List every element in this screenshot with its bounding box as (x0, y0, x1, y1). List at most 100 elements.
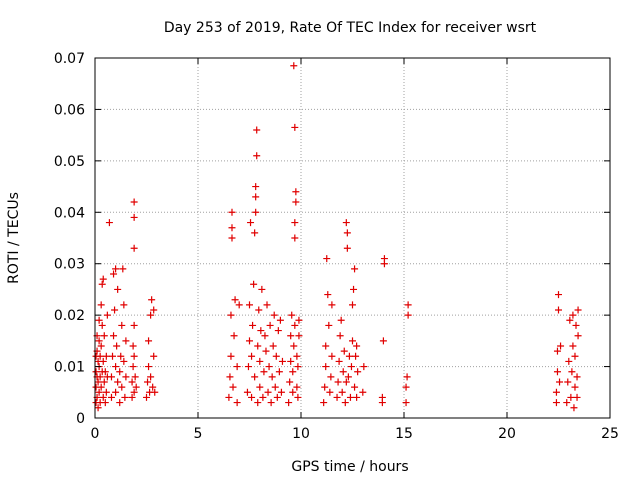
data-point (144, 378, 152, 386)
data-point (572, 321, 580, 329)
data-point (353, 342, 361, 350)
data-point (573, 393, 581, 401)
data-point (568, 368, 576, 376)
data-point (256, 383, 264, 391)
data-point (102, 388, 110, 396)
data-point (402, 383, 410, 391)
data-point (402, 399, 410, 407)
data-point (253, 152, 261, 160)
data-point (251, 373, 259, 381)
data-point (271, 383, 279, 391)
data-point (345, 352, 353, 360)
data-point (225, 393, 233, 401)
data-point (118, 321, 126, 329)
data-point (112, 265, 120, 273)
data-point (147, 311, 155, 319)
data-point (378, 393, 386, 401)
data-point (349, 337, 356, 345)
data-point (130, 198, 138, 206)
data-point (130, 388, 138, 396)
data-point (574, 306, 582, 314)
data-point (293, 352, 301, 360)
data-point (130, 213, 138, 221)
data-point (101, 399, 109, 407)
data-point (96, 373, 104, 381)
data-point (264, 388, 272, 396)
data-point (248, 393, 256, 401)
data-point (109, 352, 117, 360)
data-point (246, 337, 253, 345)
data-point (107, 393, 115, 401)
data-point (229, 383, 237, 391)
data-point (95, 316, 103, 324)
data-point (276, 316, 284, 324)
y-tick-label: 0.06 (54, 102, 85, 118)
data-point (118, 383, 126, 391)
data-point (147, 373, 155, 381)
data-point (233, 399, 241, 407)
data-point (555, 306, 562, 314)
data-point (130, 244, 138, 252)
data-point (270, 311, 278, 319)
data-point (379, 337, 387, 345)
data-point (129, 342, 137, 350)
data-point (262, 347, 270, 355)
data-point (131, 373, 139, 381)
x-tick-label: 10 (292, 426, 310, 442)
data-point (112, 388, 120, 396)
data-point (128, 378, 136, 386)
data-point (233, 363, 241, 371)
data-point (291, 123, 299, 131)
data-point (247, 219, 255, 227)
data-point (324, 291, 332, 299)
data-point (343, 244, 351, 252)
data-point (267, 399, 275, 407)
data-point (150, 306, 158, 314)
data-point (228, 208, 236, 216)
data-point (103, 311, 111, 319)
data-point (277, 388, 285, 396)
data-point (335, 357, 343, 365)
data-point (290, 342, 298, 350)
data-point (130, 352, 138, 360)
data-point (337, 316, 345, 324)
data-point (95, 337, 103, 345)
data-point (99, 275, 107, 283)
data-point (322, 363, 330, 371)
x-tick-label: 20 (498, 426, 516, 442)
y-axis-ticks: 0 0.01 0.02 0.03 0.04 0.05 0.06 0.07 (54, 51, 610, 427)
data-point (110, 270, 118, 278)
data-point (105, 219, 113, 227)
data-point (249, 321, 257, 329)
chart-title: Day 253 of 2019, Rate Of TEC Index for r… (164, 20, 537, 36)
data-point (354, 368, 362, 376)
data-point (346, 393, 354, 401)
data-point (227, 352, 235, 360)
data-point (359, 388, 367, 396)
data-point (570, 404, 578, 412)
data-point (325, 321, 333, 329)
data-point (112, 363, 120, 371)
data-point (98, 321, 106, 329)
data-point (150, 352, 158, 360)
data-point (286, 378, 294, 386)
data-point (151, 388, 159, 396)
data-point (321, 383, 329, 391)
data-point (252, 193, 260, 201)
data-point (557, 342, 565, 350)
data-point (97, 383, 105, 391)
data-point (571, 383, 579, 391)
data-point (328, 352, 336, 360)
data-point (566, 316, 574, 324)
data-point (290, 62, 298, 70)
data-point (403, 373, 411, 381)
data-point (230, 332, 238, 340)
data-point (334, 378, 342, 386)
data-point (265, 363, 273, 371)
data-point (252, 208, 260, 216)
data-point (251, 229, 259, 237)
data-point (272, 352, 280, 360)
y-tick-label: 0.04 (54, 205, 85, 221)
data-point (292, 198, 300, 206)
